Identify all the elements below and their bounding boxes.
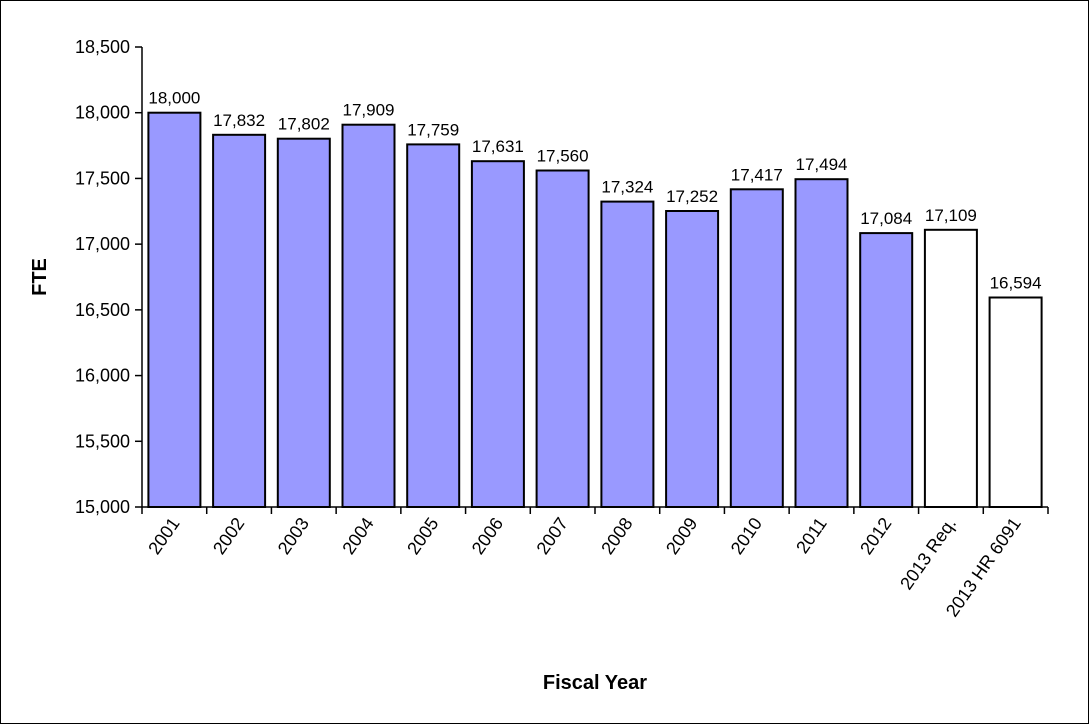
y-tick-label: 18,500 [75,37,130,57]
data-label: 16,594 [990,274,1042,293]
data-label: 17,802 [278,115,330,134]
y-tick-label: 18,000 [75,103,130,123]
y-tick-label: 15,000 [75,497,130,517]
data-label: 17,417 [731,165,783,184]
bar [147,111,202,508]
x-tick-label: 2008 [597,514,636,558]
x-tick-label: 2010 [727,514,766,558]
data-label: 17,109 [925,206,977,225]
data-label: 18,000 [148,89,200,108]
data-label: 17,494 [796,155,848,174]
bar [600,200,655,508]
x-tick-label: 2004 [338,514,377,558]
x-axis-title: Fiscal Year [543,672,647,694]
bars-group: 18,000 17,832 17,802 17,909 17,759 17,631 17,5… [147,89,1043,509]
data-label: 17,909 [343,101,395,120]
y-axis-title: FTE [29,258,51,296]
bar [470,160,525,508]
bar [665,210,720,508]
x-tick-label: 2005 [403,514,442,558]
y-axis: 15,000 15,500 16,000 16,500 17,000 17,500 18,0… [75,37,143,517]
bar [988,296,1043,508]
bar [535,169,590,508]
data-label: 17,631 [472,137,524,156]
x-tick-label: 2001 [144,514,183,558]
data-label: 17,832 [213,111,265,130]
bar [794,178,849,508]
bar [923,228,978,509]
bar [212,133,267,509]
x-tick-label: 2011 [792,514,831,557]
data-label: 17,084 [860,209,912,228]
y-tick-label: 15,500 [75,431,130,451]
data-label: 17,252 [666,187,718,206]
data-label: 17,759 [407,120,459,139]
data-label: 17,560 [537,147,589,166]
y-tick-label: 17,500 [75,168,130,188]
bar [276,137,331,508]
x-tick-label: 2002 [209,514,248,558]
y-tick-label: 16,000 [75,366,130,386]
x-tick-label: 2006 [468,514,507,558]
y-tick-label: 16,500 [75,300,130,320]
x-tick-label: 2013 Req. [896,514,960,594]
bar [406,143,461,508]
bar [729,188,784,509]
x-tick-label: 2007 [533,514,572,558]
data-label: 17,324 [601,178,653,197]
x-axis: 2001 2002 2003 2004 2005 2006 2007 2008 2009 2010… [141,506,1049,620]
x-tick-label: 2003 [274,514,313,558]
x-tick-label: 2009 [662,514,701,558]
x-tick-label: 2012 [856,514,895,558]
y-tick-label: 17,000 [75,234,130,254]
bar [341,123,396,508]
bar [859,232,914,508]
